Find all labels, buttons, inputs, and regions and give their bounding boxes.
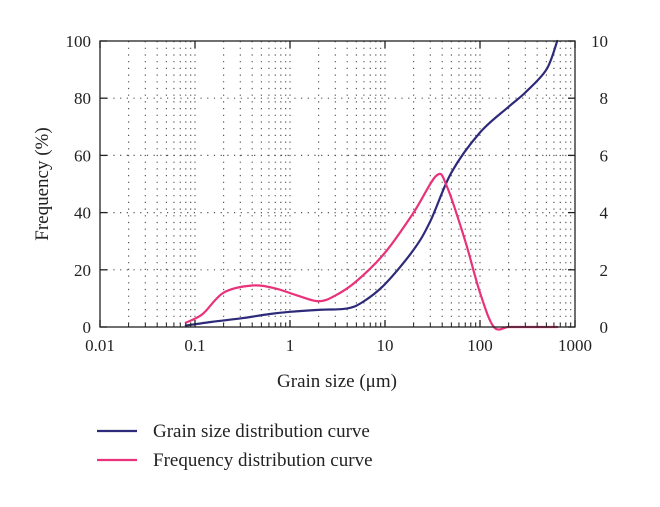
y-tick-label: 60	[74, 146, 91, 165]
y-tick-label: 80	[74, 89, 91, 108]
legend-label-grain-size: Grain size distribution curve	[153, 421, 370, 442]
x-tick-label: 10	[377, 336, 394, 355]
legend-label-frequency: Frequency distribution curve	[153, 450, 373, 471]
y2-tick-label: 2	[600, 261, 609, 280]
y2-tick-label: 0	[600, 318, 609, 337]
x-tick-label: 1000	[558, 336, 592, 355]
series-grain-size-curve	[184, 39, 559, 327]
x-tick-label: 1	[286, 336, 295, 355]
plot-frame	[99, 40, 576, 328]
y-tick-label: 100	[66, 32, 92, 51]
y-tick-label: 0	[83, 318, 92, 337]
x-axis-title: Grain size (μm)	[277, 371, 397, 392]
plot-area	[100, 41, 575, 327]
y2-tick-label: 10	[591, 32, 608, 51]
y2-tick-label: 8	[600, 89, 609, 108]
x-tick-label: 0.1	[184, 336, 205, 355]
legend: Grain size distribution curve Frequency …	[97, 421, 373, 471]
y2-tick-label: 4	[600, 204, 609, 223]
x-tick-label: 100	[467, 336, 493, 355]
y-tick-label: 40	[74, 204, 91, 223]
grid	[100, 41, 575, 327]
ticks	[99, 40, 576, 328]
x-tick-label: 0.01	[85, 336, 115, 355]
y-axis-title: Frequency (%)	[32, 127, 53, 240]
y-tick-label: 20	[74, 261, 91, 280]
y2-tick-label: 6	[600, 146, 609, 165]
